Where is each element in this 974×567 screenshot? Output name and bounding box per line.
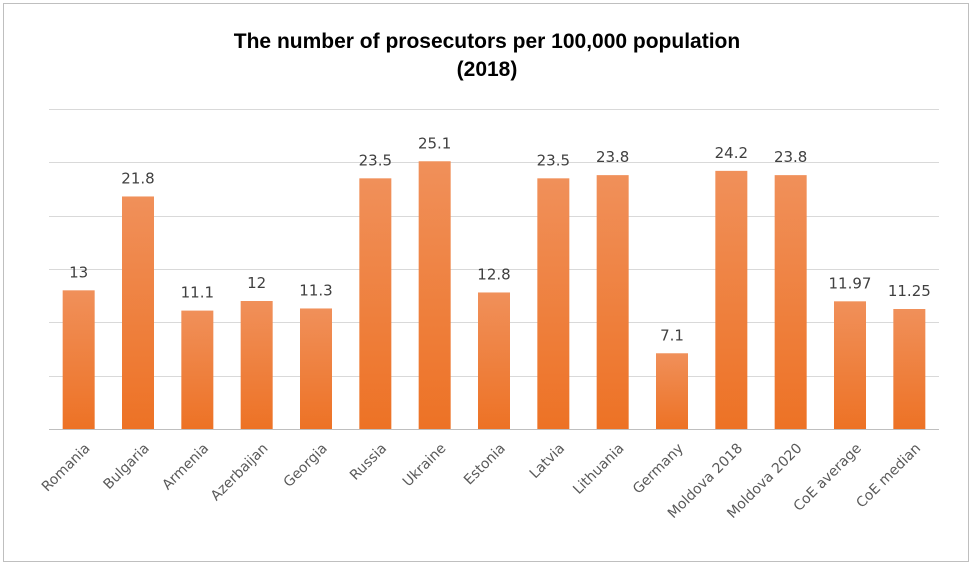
data-label: 25.1 <box>418 134 451 152</box>
data-label: 24.2 <box>715 144 748 162</box>
bar-germany <box>656 353 688 429</box>
data-label: 11.1 <box>181 284 214 302</box>
bar-coe-average <box>834 301 866 429</box>
data-label: 23.5 <box>359 151 392 169</box>
category-label: Ukraine <box>400 441 450 491</box>
bar-romania <box>62 290 95 429</box>
data-label: 23.5 <box>537 151 570 169</box>
category-label: Bulgaria <box>100 441 152 493</box>
bar-moldova-2018 <box>715 170 748 429</box>
bar-georgia <box>300 308 332 429</box>
data-label: 7.1 <box>660 326 684 344</box>
data-label: 11.25 <box>888 282 931 300</box>
bar-russia <box>359 178 392 429</box>
bar-bulgaria <box>122 196 154 429</box>
data-label: 21.8 <box>121 169 154 187</box>
bar-estonia <box>478 292 510 429</box>
data-labels: 13 21.8 11.1 12 11.3 23.5 25.1 12.8 23.5 23.8 7.1 2… <box>69 134 931 344</box>
bar-latvia <box>537 178 570 429</box>
bar-moldova-2020 <box>774 175 807 429</box>
data-label: 11.97 <box>829 274 872 292</box>
category-label: Lithuania <box>570 441 627 498</box>
category-label: Georgia <box>281 441 331 491</box>
category-label: Romania <box>39 441 94 496</box>
bar-lithuania <box>596 175 629 429</box>
bar-ukraine <box>418 161 451 429</box>
bars <box>62 161 926 429</box>
data-label: 13 <box>69 263 88 281</box>
category-label: Azerbaijan <box>208 441 272 505</box>
chart-title-line1: The number of prosecutors per 100,000 po… <box>233 30 741 53</box>
chart-frame: The number of prosecutors per 100,000 po… <box>3 3 969 562</box>
category-label: Germany <box>630 441 687 498</box>
category-label: Armenia <box>159 441 212 494</box>
category-label: Estonia <box>461 441 509 489</box>
data-label: 12 <box>247 274 266 292</box>
bar-armenia <box>181 310 214 429</box>
category-label: Russia <box>347 441 390 484</box>
data-label: 23.8 <box>774 148 807 166</box>
bar-chart: 13 21.8 11.1 12 11.3 23.5 25.1 12.8 23.5 23.8 7.1 2… <box>39 109 939 522</box>
chart-title-line2: (2018) <box>456 58 518 81</box>
category-label: Latvia <box>527 441 568 482</box>
data-label: 12.8 <box>477 265 510 283</box>
bar-azerbaijan <box>240 301 273 429</box>
data-label: 23.8 <box>596 148 629 166</box>
chart-title: The number of prosecutors per 100,000 po… <box>4 28 970 84</box>
bar-coe-median <box>893 309 926 429</box>
data-label: 11.3 <box>299 281 332 299</box>
